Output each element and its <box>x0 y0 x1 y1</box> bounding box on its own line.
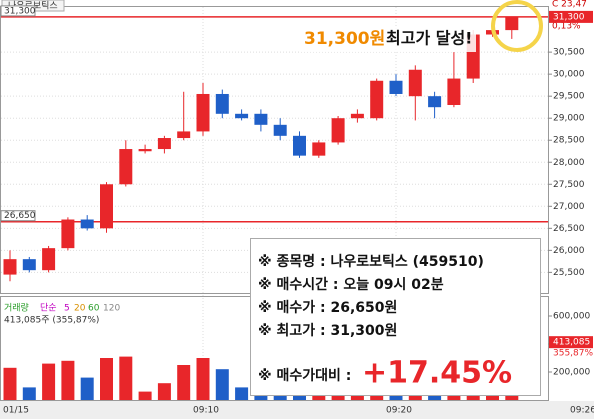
volume-bar <box>42 363 56 400</box>
y-tick-label: 29,500 <box>553 92 585 102</box>
y-tick-label: 28,000 <box>553 158 585 168</box>
info-line: ※ 매수시간 : 오늘 09시 02분 <box>258 276 444 293</box>
candle-body <box>157 138 171 150</box>
info-change: +17.45% <box>362 356 512 391</box>
volume-bar <box>3 367 17 400</box>
candle-body <box>61 219 75 249</box>
volume-last-label: 355,87% <box>553 349 593 359</box>
info-line: ※ 종목명 : 나우로보틱스 (459510) <box>258 253 484 270</box>
candle-body <box>138 149 152 152</box>
volume-header: 60 <box>88 304 100 314</box>
volume-last-label: 413,085 <box>553 338 590 348</box>
price-line-box <box>0 210 36 222</box>
price-line-box <box>0 5 36 17</box>
y-tick-label: 27,000 <box>553 202 585 212</box>
candle-body <box>447 78 461 105</box>
y-tick-label: 28,500 <box>553 136 585 146</box>
callout-bg <box>300 26 476 52</box>
current-price-box <box>549 10 593 23</box>
volume-sub: 413,085주 (355,87%) <box>4 315 99 326</box>
volume-bar <box>80 377 94 400</box>
volume-bar <box>119 356 133 400</box>
candle-body <box>350 113 364 119</box>
volume-bar <box>61 360 75 400</box>
candle-body <box>119 149 133 185</box>
volume-bar <box>235 387 249 400</box>
callout-price: 31,300원 <box>304 29 385 49</box>
date-label: 01/15 <box>3 406 29 416</box>
y-tick-label: 30,000 <box>553 70 585 80</box>
candle-body <box>408 69 422 97</box>
time-axis <box>0 401 594 419</box>
candle-body <box>312 142 326 156</box>
candle-body <box>331 118 345 143</box>
header-right: 0,13% <box>552 22 581 32</box>
candle-body <box>196 93 210 132</box>
candle-body <box>177 131 191 139</box>
volume-bar <box>157 383 171 400</box>
info-box <box>250 238 541 396</box>
candle-body <box>370 80 384 119</box>
y-tick-label: 29,000 <box>553 114 585 124</box>
volume-header: 20 <box>74 304 86 314</box>
volume-header: 5 <box>64 304 70 314</box>
header-right: C 23,47 <box>552 0 587 10</box>
time-label: 09:26:00 <box>570 406 594 416</box>
callout-text: 최고가 달성! <box>386 29 472 48</box>
candle-body <box>505 16 519 31</box>
volume-bar <box>196 358 210 400</box>
volume-bar <box>100 358 113 400</box>
y-tick-label: 30,500 <box>553 48 585 58</box>
info-line: ※ 매수가대비 : <box>258 368 351 384</box>
y-tick-label: 26,500 <box>553 224 585 234</box>
candle-body <box>293 135 306 156</box>
info-line: ※ 매수가 : 26,650원 <box>258 300 397 316</box>
highlight-circle <box>491 0 543 52</box>
candle-body <box>80 219 94 229</box>
volume-bar <box>22 387 36 400</box>
price-line-label: 26,650 <box>4 211 36 221</box>
candle-body <box>22 259 36 271</box>
volume-tick-label: 600,000 <box>553 312 590 322</box>
candle-body <box>254 113 268 125</box>
candle-body <box>428 96 442 108</box>
x-tick-label: 09:20 <box>386 406 412 416</box>
volume-bar <box>138 391 152 400</box>
y-tick-label: 26,000 <box>553 246 585 256</box>
volume-header: 거래량 <box>4 302 29 314</box>
current-price-label: 31,300 <box>553 12 585 22</box>
volume-header: 120 <box>103 304 120 314</box>
candle-body <box>42 248 56 271</box>
y-tick-label: 27,500 <box>553 180 585 190</box>
volume-bar <box>177 365 191 400</box>
info-line: ※ 최고가 : 31,300원 <box>258 323 397 339</box>
volume-last-box <box>549 336 593 349</box>
candle-body <box>3 259 17 275</box>
candle-body <box>273 124 287 136</box>
candle-body <box>235 113 249 119</box>
volume-bar <box>215 369 229 400</box>
candle-body <box>215 93 229 114</box>
price-line-label: 31,300 <box>4 6 36 16</box>
volume-tick-label: 200,000 <box>553 368 590 378</box>
volume-header: 단순 <box>40 303 57 314</box>
x-tick-label: 09:10 <box>193 406 219 416</box>
candle-body <box>100 184 113 229</box>
candle-body <box>389 80 403 94</box>
y-tick-label: 25,500 <box>553 268 585 278</box>
